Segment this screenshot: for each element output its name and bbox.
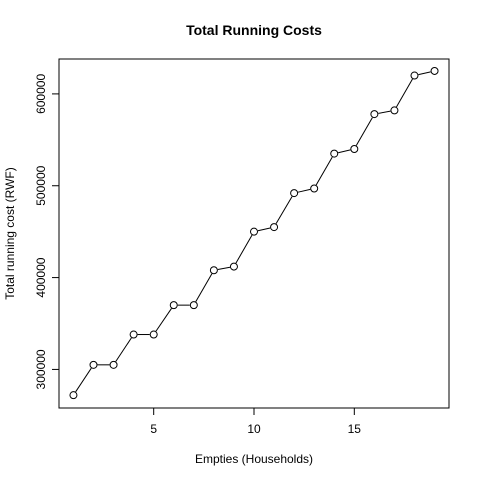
data-point <box>149 330 158 339</box>
y-axis-label: Total running cost (RWF) <box>3 167 17 300</box>
data-point <box>129 330 138 339</box>
y-tick-label: 600000 <box>34 74 48 114</box>
data-point <box>330 149 339 158</box>
line-segment <box>418 71 431 76</box>
data-point <box>229 262 238 271</box>
data-point <box>390 106 399 115</box>
line-segment <box>395 78 413 108</box>
line-segment <box>217 266 231 271</box>
x-tick-label: 5 <box>150 422 157 436</box>
data-point <box>69 391 78 400</box>
line-segment <box>75 367 92 393</box>
data-point <box>169 301 178 310</box>
line-segment <box>115 337 132 362</box>
line-segment <box>297 188 311 193</box>
y-tick-label: 500000 <box>34 165 48 205</box>
series <box>69 66 439 400</box>
line-segment <box>378 110 391 114</box>
line-segment <box>315 156 333 186</box>
data-point <box>209 266 218 275</box>
line-segment <box>355 117 373 146</box>
data-point <box>290 189 299 198</box>
chart-title: Total Running Costs <box>186 22 322 38</box>
x-tick-label: 10 <box>247 422 261 436</box>
data-point <box>270 223 279 232</box>
x-axis-label: Empties (Households) <box>195 452 313 466</box>
data-point <box>89 360 98 369</box>
line-segment <box>257 227 271 232</box>
line-segment <box>275 196 293 224</box>
data-point <box>250 227 258 236</box>
line-segment <box>195 273 213 302</box>
x-axis: 5 10 15 <box>150 408 361 436</box>
data-point <box>350 145 359 154</box>
line-segment <box>338 149 351 154</box>
data-point <box>109 360 118 369</box>
data-point <box>189 301 198 310</box>
line-segment <box>235 234 253 264</box>
data-point <box>410 71 419 80</box>
y-axis: 300000 400000 500000 600000 <box>34 74 59 389</box>
data-point <box>430 66 439 75</box>
x-tick-label: 15 <box>348 422 362 436</box>
y-tick-label: 300000 <box>34 349 48 389</box>
y-tick-label: 400000 <box>34 257 48 297</box>
data-point <box>310 184 319 193</box>
data-point <box>370 110 379 119</box>
line-segment <box>155 308 172 332</box>
